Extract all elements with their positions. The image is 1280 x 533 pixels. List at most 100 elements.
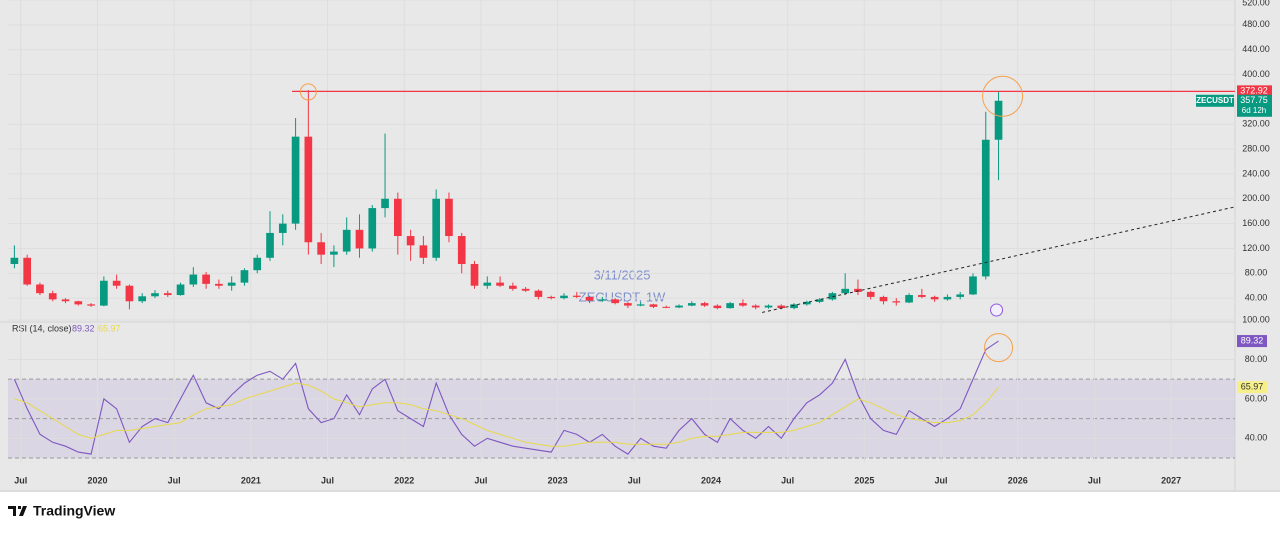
logo-icon [8, 506, 27, 516]
watermark-date: 3/11/2025 [594, 267, 651, 282]
candle-body [611, 299, 619, 304]
candle-body [918, 295, 926, 297]
y-tick-label: 120.00 [1242, 243, 1270, 253]
x-tick-label: 2027 [1161, 475, 1181, 485]
x-tick-label: Jul [628, 475, 641, 485]
candle-body [253, 257, 262, 271]
candle-body [802, 301, 811, 305]
x-tick-label: 2026 [1008, 475, 1028, 485]
x-tick-label: Jul [14, 475, 27, 485]
candle-body [777, 305, 786, 309]
candle-body [406, 236, 415, 246]
y-tick-label: 160.00 [1242, 218, 1270, 228]
last-price: 357.75 [1240, 95, 1268, 105]
candle-body [23, 257, 32, 285]
rsi-line [14, 382, 999, 447]
candle-body [342, 229, 351, 252]
x-tick-label: 2023 [548, 475, 568, 485]
highlight-circle [299, 83, 317, 101]
x-tick-label: Jul [1088, 475, 1101, 485]
candle-body [981, 139, 990, 277]
candle-body [521, 288, 530, 291]
symbol-label-box [1196, 94, 1234, 107]
resistance-label: 372.92 [1240, 86, 1268, 96]
last-price-box [1237, 94, 1272, 117]
x-tick-label: 2024 [701, 475, 721, 485]
candle-body [381, 198, 389, 209]
candle-body [790, 304, 798, 309]
x-tick-label: 2020 [87, 475, 107, 485]
resistance-label-box [1237, 85, 1272, 98]
candle-body [61, 299, 70, 302]
candle-body [675, 305, 683, 308]
candle-body [189, 274, 198, 285]
y-tick-label: 200.00 [1242, 193, 1270, 203]
candle-body [841, 288, 850, 294]
candle-body [560, 295, 568, 299]
y-tick-label: 480.00 [1242, 19, 1270, 29]
candle-body [879, 296, 888, 302]
candle-body [636, 304, 645, 306]
candle-body [240, 270, 249, 283]
candle-body [713, 305, 722, 309]
x-tick-label: Jul [168, 475, 181, 485]
candle-body [215, 283, 223, 286]
candle-body [419, 245, 428, 258]
candle-body [317, 242, 325, 255]
rsi-legend-value: 89.32 [72, 323, 95, 333]
y-tick-label: 240.00 [1242, 168, 1270, 178]
watermark-symbol: ZECUSDT, 1W [579, 289, 666, 304]
candle-body [483, 282, 492, 286]
candle-body [330, 251, 338, 255]
y-tick-label: 440.00 [1242, 44, 1270, 54]
candle-body [751, 305, 760, 308]
candle-body [151, 293, 159, 297]
footer [0, 492, 1280, 533]
candle-body [905, 295, 913, 303]
y-tick-label: 40.00 [1245, 293, 1268, 303]
candle-body [291, 136, 300, 224]
candle-body [547, 296, 556, 299]
candle-body [892, 301, 901, 303]
candle-body [572, 295, 581, 297]
highlight-circle [984, 333, 1014, 363]
candle-body [815, 299, 824, 302]
candle-body [496, 282, 504, 286]
x-tick-label: Jul [321, 475, 334, 485]
candle-body [726, 303, 734, 309]
highlight-circle [982, 75, 1024, 117]
candle-body [624, 303, 632, 306]
candle-body [74, 301, 83, 305]
y-tick-label: 520.00 [1242, 0, 1270, 7]
brand: TradingView [33, 503, 115, 519]
rsi-value-box [1237, 335, 1267, 348]
candle-body [956, 294, 965, 297]
rsi-value-box [1237, 381, 1267, 394]
candle-body [445, 198, 453, 237]
chart-background [0, 0, 1280, 492]
candle-body [266, 232, 274, 258]
candle-body [304, 136, 313, 243]
candle-body [687, 303, 696, 306]
candle-body [509, 285, 517, 289]
candle-body [432, 198, 441, 258]
candle-body [764, 305, 773, 308]
candle-body [739, 303, 747, 306]
y-tick-label: 400.00 [1242, 69, 1270, 79]
rsi-value-label: 65.97 [1241, 381, 1264, 391]
candle-body [87, 304, 95, 306]
y-tick-label: 40.00 [1245, 433, 1268, 443]
candle-body [202, 274, 210, 284]
symbol-label: ZECUSDT [1196, 96, 1234, 105]
candle-body [866, 291, 875, 297]
candle-body [176, 284, 185, 296]
candle-body [662, 306, 671, 308]
candle-body [368, 208, 377, 249]
x-tick-label: 2025 [854, 475, 874, 485]
trendline [761, 206, 1236, 313]
candle-body [36, 284, 44, 294]
rsi-line [13, 340, 999, 455]
x-tick-label: Jul [781, 475, 794, 485]
candle-body [48, 293, 57, 300]
